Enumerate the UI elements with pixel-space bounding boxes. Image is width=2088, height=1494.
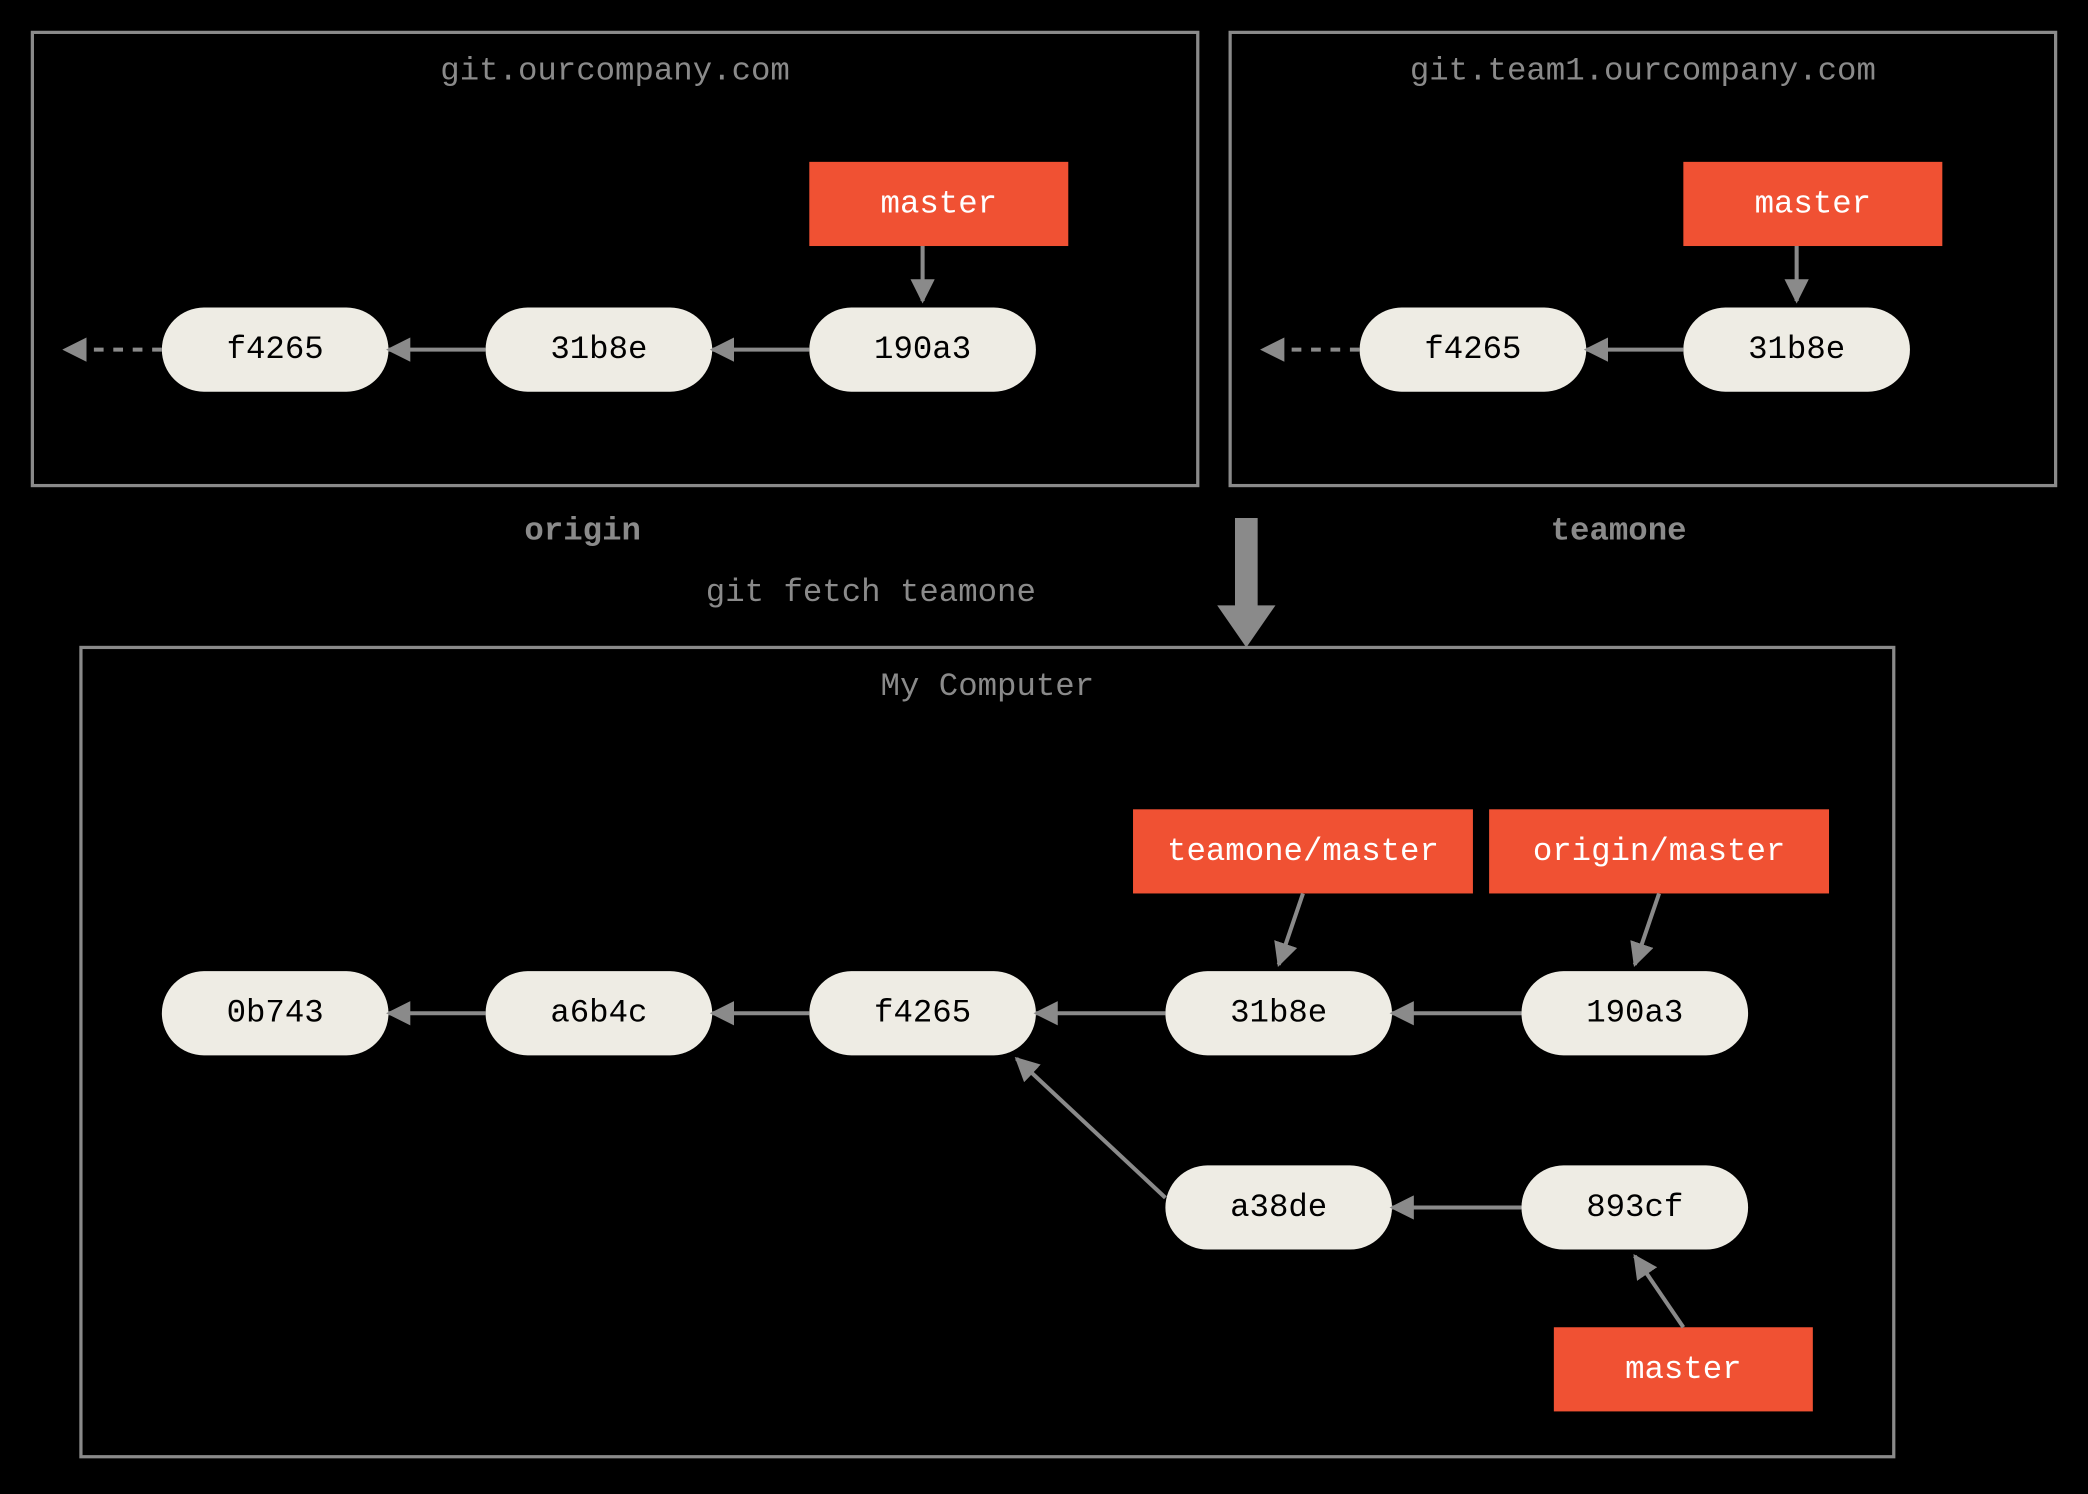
teamone-branch: master (1683, 162, 1942, 246)
commit-hash: 0b743 (227, 995, 324, 1032)
local-commit: 893cf (1521, 1165, 1748, 1249)
local-commit: f4265 (809, 971, 1036, 1055)
origin-branch: master (809, 162, 1068, 246)
origin-commit: f4265 (162, 308, 389, 392)
local-branch-arrow (1279, 893, 1303, 964)
commit-hash: a6b4c (550, 995, 647, 1032)
box-local-title: My Computer (881, 668, 1095, 705)
box-origin-label: origin (524, 512, 641, 549)
box-origin-title: git.ourcompany.com (440, 53, 790, 90)
local-commit: 190a3 (1521, 971, 1748, 1055)
branch-label: master (881, 185, 998, 222)
box-teamone-label: teamone (1551, 512, 1687, 549)
local-diag-arrow (1016, 1059, 1165, 1198)
branch-label: master (1755, 185, 1872, 222)
local-commit: 0b743 (162, 971, 389, 1055)
local-commit: 31b8e (1165, 971, 1392, 1055)
local-branch-arrow (1635, 893, 1659, 964)
teamone-commit: f4265 (1360, 308, 1587, 392)
origin-commit: 31b8e (486, 308, 713, 392)
commit-hash: 893cf (1586, 1189, 1683, 1226)
commit-hash: f4265 (227, 331, 324, 368)
box-origin: git.ourcompany.com origin (32, 32, 1197, 549)
fetch-label: git fetch teamone (706, 574, 1036, 611)
commit-hash: f4265 (1424, 331, 1521, 368)
commit-hash: 190a3 (874, 331, 971, 368)
local-branch-arrow (1635, 1256, 1684, 1327)
box-teamone-title: git.team1.ourcompany.com (1410, 53, 1876, 90)
origin-commit: 190a3 (809, 308, 1036, 392)
local-branch: master (1554, 1327, 1813, 1411)
commit-hash: a38de (1230, 1189, 1327, 1226)
commit-hash: 31b8e (1230, 995, 1327, 1032)
commit-hash: 31b8e (1748, 331, 1845, 368)
branch-label: master (1625, 1351, 1742, 1388)
fetch-arrow (1217, 518, 1275, 647)
local-branch: teamone/master (1133, 809, 1473, 893)
local-commit: a6b4c (486, 971, 713, 1055)
teamone-commit: 31b8e (1683, 308, 1910, 392)
commit-hash: 190a3 (1586, 995, 1683, 1032)
branch-label: teamone/master (1167, 833, 1439, 870)
local-branch: origin/master (1489, 809, 1829, 893)
local-commit: a38de (1165, 1165, 1392, 1249)
box-teamone: git.team1.ourcompany.com teamone (1230, 32, 2055, 549)
branch-label: origin/master (1533, 833, 1785, 870)
commit-hash: 31b8e (550, 331, 647, 368)
commit-hash: f4265 (874, 995, 971, 1032)
